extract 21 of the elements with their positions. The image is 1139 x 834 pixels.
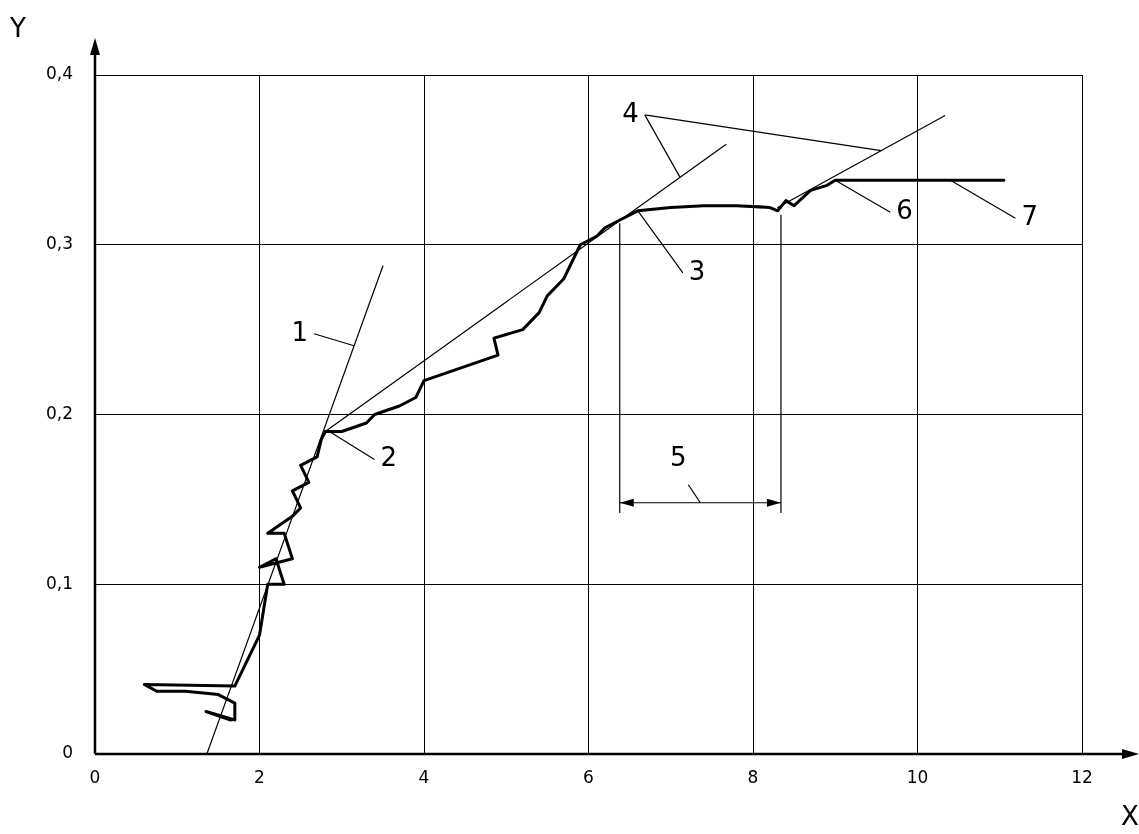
- x-tick-label: 0: [89, 766, 101, 787]
- x-tick-label: 4: [418, 766, 430, 787]
- y-tick-label: 0,1: [45, 572, 73, 593]
- annotation: 6: [896, 194, 913, 225]
- y-tick-label: 0,4: [45, 63, 73, 84]
- annotation: 2: [380, 442, 397, 473]
- annotation: 1: [291, 316, 309, 347]
- annotation: 4: [622, 97, 639, 128]
- x-tick-label: 6: [583, 766, 594, 787]
- x-tick-label: 12: [1071, 766, 1093, 787]
- x-tick-label: 8: [747, 766, 759, 787]
- y-tick-label: 0,2: [45, 402, 73, 423]
- annotation: 3: [688, 255, 706, 286]
- annotation: 7: [1021, 200, 1038, 231]
- y-tick-label: 0,3: [45, 233, 73, 254]
- y-tick-label: 0: [62, 742, 73, 763]
- annotation: 5: [670, 441, 687, 472]
- x-tick-label: 2: [254, 766, 265, 787]
- x-axis-title: X: [1121, 800, 1139, 831]
- x-tick-label: 10: [906, 766, 929, 787]
- y-axis-title: Y: [9, 12, 27, 43]
